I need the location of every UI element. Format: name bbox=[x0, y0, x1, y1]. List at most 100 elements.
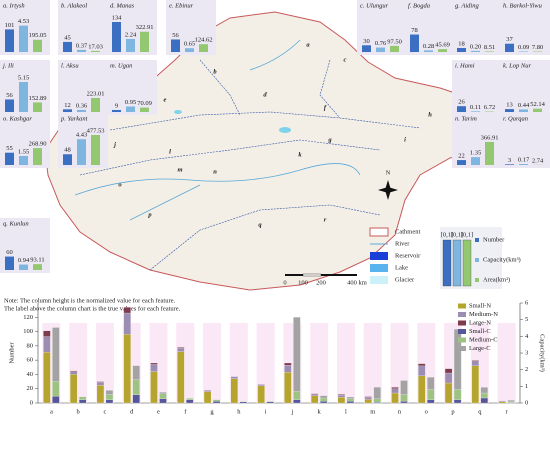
inset-value-label: 6.72 bbox=[484, 104, 495, 111]
bar-segment bbox=[123, 307, 131, 314]
basin-letter: m bbox=[177, 166, 182, 173]
inset-bar bbox=[485, 51, 494, 52]
inset-value-label: 0.09 bbox=[518, 44, 529, 51]
bar-segment bbox=[427, 389, 435, 400]
basin-letter: q bbox=[258, 221, 262, 228]
inset-title: m. Ugan bbox=[110, 62, 132, 69]
bar-segment bbox=[150, 371, 158, 404]
bar-segment bbox=[320, 397, 328, 402]
bar-segment bbox=[373, 387, 381, 399]
bar-segment bbox=[320, 395, 328, 399]
bar-segment bbox=[400, 401, 408, 404]
inset-value-label: 45 bbox=[64, 34, 71, 41]
x-tick-label: r bbox=[506, 408, 509, 415]
bar-segment bbox=[453, 329, 462, 390]
inset-value-label: 477.53 bbox=[87, 127, 105, 134]
inset-bar bbox=[457, 47, 466, 52]
bar-segment bbox=[123, 312, 131, 335]
feature-legend-swatch bbox=[475, 258, 479, 262]
inset-bar bbox=[376, 47, 385, 52]
basin-letter: a bbox=[306, 41, 310, 48]
inset-value-label: 0.11 bbox=[470, 104, 481, 111]
y-axis-label: Number bbox=[8, 342, 15, 364]
bar-segment bbox=[480, 392, 488, 399]
inset-bar bbox=[424, 50, 433, 52]
bar-segment bbox=[150, 364, 158, 372]
legend-label: Large-N bbox=[469, 319, 491, 326]
inset-title: i. Hami bbox=[455, 62, 475, 69]
inset-title: h. Barkol-Yiwu bbox=[503, 2, 543, 9]
x-tick-label: e bbox=[157, 408, 160, 415]
y-tick-label: 40 bbox=[27, 371, 34, 378]
bar-segment bbox=[284, 365, 292, 373]
inset-value-label: 223.01 bbox=[87, 90, 105, 97]
inset-value-label: 0.76 bbox=[375, 40, 387, 47]
inset-value-label: 4.53 bbox=[18, 18, 29, 25]
inset-value-label: 2.24 bbox=[125, 31, 137, 38]
inset-value-label: 48 bbox=[64, 147, 71, 154]
y-tick-label: 120 bbox=[23, 314, 33, 321]
inset-bar bbox=[5, 256, 14, 270]
bar-segment bbox=[266, 401, 274, 404]
inset-bar bbox=[471, 111, 480, 112]
inset-title: k. Lop Nur bbox=[503, 62, 531, 69]
bar-segment bbox=[212, 399, 221, 402]
inset-bar bbox=[471, 50, 480, 52]
bar-segment bbox=[159, 393, 167, 399]
inset-value-label: 0.37 bbox=[76, 42, 88, 49]
bar-segment bbox=[311, 395, 319, 404]
y-tick-label: 100 bbox=[23, 328, 33, 335]
bar-segment bbox=[418, 375, 426, 404]
inset-bar bbox=[63, 154, 72, 165]
y-tick-label: 20 bbox=[27, 385, 34, 392]
y2-tick-label: 3 bbox=[525, 349, 528, 356]
bar-segment bbox=[52, 381, 60, 397]
inset-bar bbox=[77, 139, 86, 165]
note: Note: The column height is the normalize… bbox=[4, 297, 176, 304]
x-tick-label: l bbox=[345, 408, 347, 415]
inset-bar bbox=[19, 155, 28, 165]
legend-label: Reservoir bbox=[395, 252, 421, 259]
scale-label: 0 bbox=[283, 279, 286, 286]
x-tick-label: i bbox=[265, 408, 267, 415]
inset-value-label: 60 bbox=[6, 249, 13, 256]
bar-segment bbox=[364, 396, 372, 398]
bar-segment bbox=[96, 385, 105, 404]
inset-value-label: 1.35 bbox=[470, 150, 481, 157]
inset-bar bbox=[19, 25, 28, 52]
x-tick-label: c bbox=[103, 408, 106, 415]
bar-segment bbox=[453, 389, 462, 400]
bar-segment bbox=[471, 360, 479, 366]
scale-label: 200 bbox=[316, 279, 326, 286]
x-tick-label: f bbox=[184, 408, 187, 415]
legend-swatch bbox=[458, 329, 466, 334]
inset-value-label: 7.80 bbox=[532, 44, 543, 51]
inset-bar bbox=[19, 264, 28, 270]
legend-swatch bbox=[458, 320, 466, 326]
bar-segment bbox=[43, 336, 51, 353]
basin-letter: n bbox=[213, 168, 217, 175]
basin-border bbox=[79, 59, 421, 271]
y-tick-label: 80 bbox=[27, 342, 34, 349]
inset-value-label: 70.09 bbox=[137, 100, 152, 107]
inset-value-label: 1.55 bbox=[18, 148, 29, 155]
inset-bar bbox=[19, 82, 28, 112]
inset-bar bbox=[390, 45, 399, 52]
bar-segment bbox=[43, 330, 51, 337]
bar-segment bbox=[266, 401, 274, 402]
inset-value-label: 97.50 bbox=[387, 38, 402, 45]
bar-segment bbox=[70, 374, 78, 404]
bar-segment bbox=[257, 385, 265, 404]
feature-legend-swatch bbox=[475, 238, 479, 242]
inset-panel bbox=[500, 60, 550, 115]
inset-bar bbox=[5, 29, 14, 52]
bar-segment bbox=[391, 392, 399, 404]
inset-panel bbox=[452, 60, 502, 115]
y2-tick-label: 6 bbox=[525, 299, 529, 306]
inset-value-label: 0.28 bbox=[423, 43, 434, 50]
basin-letter: b bbox=[213, 68, 217, 75]
x-tick-label: q bbox=[478, 408, 482, 415]
bar-segment bbox=[132, 365, 140, 380]
inset-value-label: 93.11 bbox=[30, 257, 44, 264]
bar-segment bbox=[52, 327, 60, 382]
